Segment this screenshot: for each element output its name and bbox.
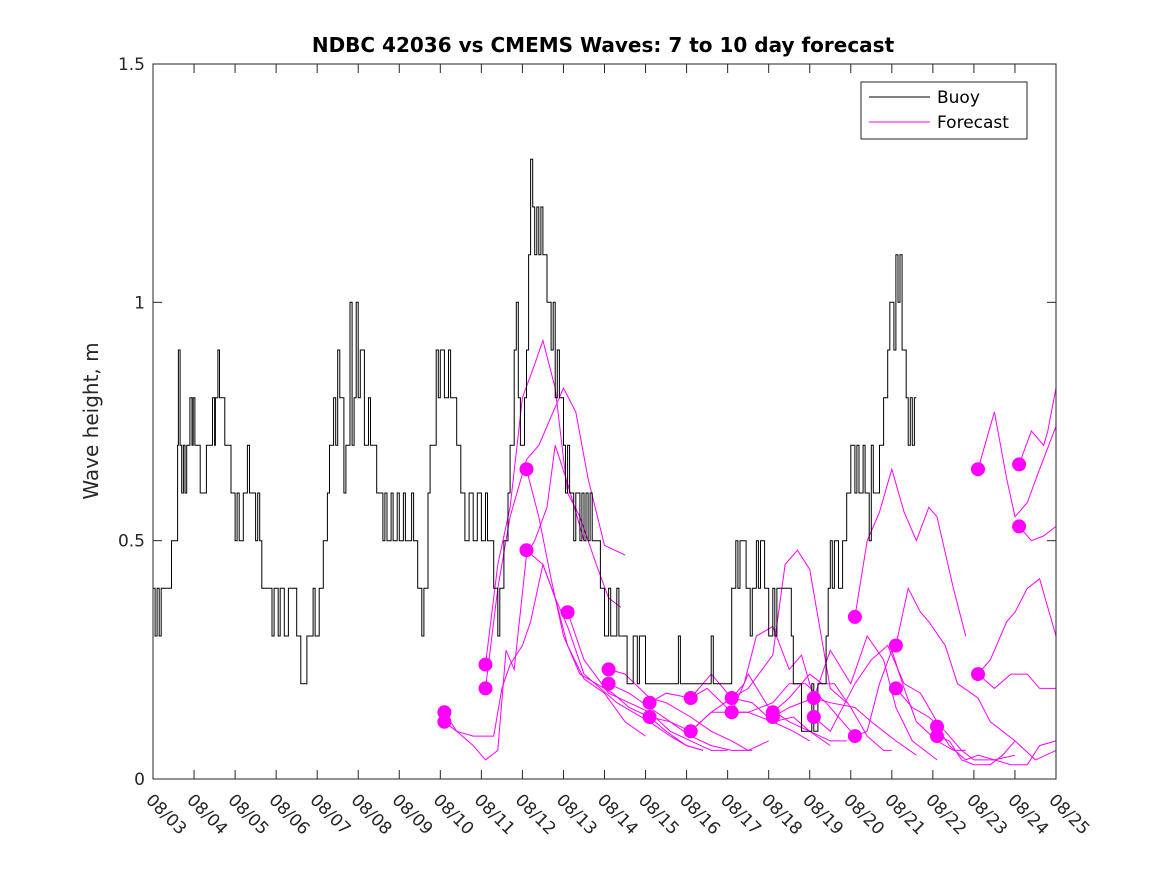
forecast-start-marker xyxy=(519,543,534,558)
forecast-start-marker xyxy=(930,729,944,744)
forecast-start-marker xyxy=(724,691,739,705)
forecast-start-marker xyxy=(683,724,698,739)
forecast-line xyxy=(649,673,847,742)
y-axis-label: Wave height, m xyxy=(79,342,103,499)
y-axis: 0 0.5 1 1.5 xyxy=(118,55,1056,790)
forecast-line xyxy=(608,683,753,751)
forecast-line xyxy=(977,577,1057,675)
forecast-line xyxy=(690,625,815,699)
forecast-start-marker xyxy=(478,657,493,672)
forecast-start-marker xyxy=(806,710,821,724)
forecast-line xyxy=(895,688,1016,761)
forecast-start-marker xyxy=(847,729,862,744)
forecast-start-marker xyxy=(478,681,493,696)
forecast-line xyxy=(526,549,704,751)
y-tick-label: 0.5 xyxy=(118,532,145,552)
forecast-line xyxy=(895,586,1057,761)
forecast-line xyxy=(772,673,892,751)
forecast-start-marker xyxy=(765,710,780,724)
forecast-line xyxy=(813,644,938,733)
forecast-line xyxy=(690,711,831,747)
y-tick-label: 1.5 xyxy=(118,55,145,75)
forecast-start-marker xyxy=(601,662,616,677)
forecast-start-marker xyxy=(1012,519,1027,534)
buoy-line xyxy=(153,158,917,732)
forecast-start-marker xyxy=(971,462,985,477)
buoy-series xyxy=(153,158,917,732)
plot-area xyxy=(153,64,1056,779)
y-tick-label: 0 xyxy=(134,770,145,790)
forecast-start-marker xyxy=(642,710,657,724)
forecast-line xyxy=(443,562,646,737)
forecast-line xyxy=(854,648,966,751)
forecast-line xyxy=(1018,388,1057,465)
forecast-line xyxy=(977,673,1056,690)
forecast-start-marker xyxy=(971,667,985,682)
forecast-line xyxy=(731,549,848,704)
forecast-start-marker xyxy=(437,714,452,729)
forecast-start-marker xyxy=(683,691,698,705)
legend: Buoy Forecast xyxy=(860,81,1028,140)
forecast-start-marker xyxy=(560,605,575,620)
forecast-line xyxy=(813,634,938,761)
forecast-line xyxy=(936,726,1057,766)
forecast-line xyxy=(854,467,967,637)
legend-buoy-label: Buoy xyxy=(937,88,980,108)
forecast-start-marker xyxy=(642,695,657,710)
forecast-start-marker xyxy=(888,681,903,696)
forecast-start-marker xyxy=(601,676,616,691)
forecast-line xyxy=(772,697,917,756)
y-tick-label: 1 xyxy=(134,293,145,313)
legend-box xyxy=(860,81,1028,140)
forecast-line xyxy=(444,445,585,761)
chart-title: NDBC 42036 vs CMEMS Waves: 7 to 10 day f… xyxy=(312,33,895,57)
forecast-start-marker xyxy=(1012,457,1027,472)
forecast-start-markers xyxy=(437,457,1027,744)
forecast-line xyxy=(977,411,1057,518)
legend-forecast-label: Forecast xyxy=(937,113,1009,133)
forecast-start-marker xyxy=(519,462,534,477)
forecast-line xyxy=(936,735,1016,766)
forecast-start-marker xyxy=(888,638,903,653)
forecast-start-marker xyxy=(724,705,739,720)
forecast-start-marker xyxy=(806,691,821,705)
forecast-line xyxy=(1018,526,1057,542)
forecast-start-marker xyxy=(847,609,862,624)
